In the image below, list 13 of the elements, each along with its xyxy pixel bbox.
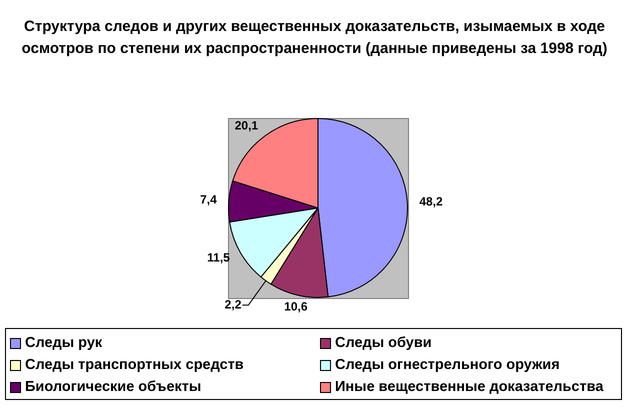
data-label: 20,1 — [234, 118, 258, 132]
legend-label: Иные вещественные доказательства — [335, 379, 604, 395]
legend-label: Следы транспортных средств — [25, 357, 244, 373]
legend-label: Следы огнестрельного оружия — [335, 357, 560, 373]
chart-title: Структура следов и других вещественных доказательств, изымаемых в ходе осмотров по степени их распространенности (данные приведены за 1998 год) — [20, 17, 608, 59]
data-label: 48,2 — [419, 194, 444, 209]
legend-label: Следы обуви — [335, 335, 432, 351]
data-label: 11,5 — [207, 250, 230, 265]
data-label: 10,6 — [284, 299, 308, 314]
data-label: 2,2 — [224, 297, 242, 312]
legend-label: Биологические объекты — [25, 379, 202, 395]
legend-label: Следы рук — [25, 335, 102, 351]
data-label: 7,4 — [200, 192, 218, 207]
